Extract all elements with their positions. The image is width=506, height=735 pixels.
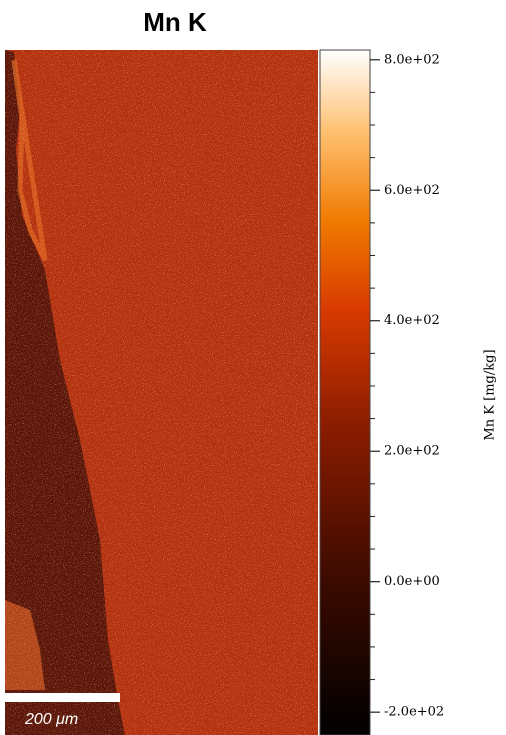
- scalebar-label: 200 μm: [24, 711, 78, 728]
- colorbar-tick-label: 4.0e+02: [384, 313, 440, 328]
- scalebar: [5, 693, 120, 702]
- colorbar-tick-label: 8.0e+02: [384, 52, 440, 67]
- colorbar-tick-label: -2.0e+02: [384, 705, 444, 720]
- map-image: [5, 50, 318, 735]
- colorbar-tick-label: 0.0e+00: [384, 574, 440, 589]
- colorbar-label: Mn K [mg/kg]: [483, 349, 498, 440]
- colorbar: [319, 49, 371, 735]
- chart-title: Mn K: [143, 7, 207, 37]
- colorbar-tick-label: 2.0e+02: [384, 444, 440, 459]
- colorbar-tick-label: 6.0e+02: [384, 183, 440, 198]
